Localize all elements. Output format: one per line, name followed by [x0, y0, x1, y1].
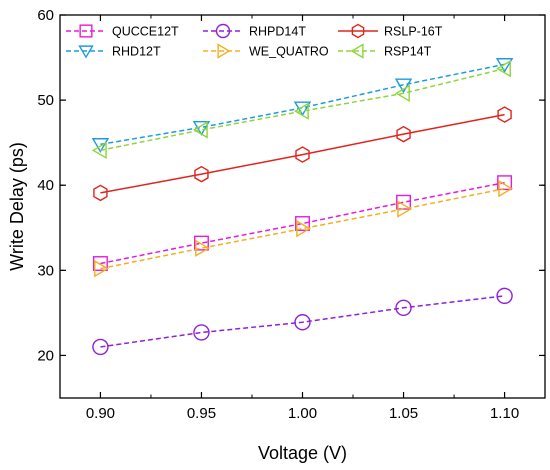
data-point-we-quatro	[195, 239, 210, 257]
x-tick-label: 0.95	[187, 405, 216, 422]
series-rsp14t	[91, 59, 511, 160]
data-point-qucce12t	[194, 235, 209, 251]
data-point-rslp-16t	[93, 184, 108, 202]
legend-marker-rhpd14t	[215, 23, 231, 39]
data-point-rsp14t	[192, 121, 208, 139]
y-tick-label: 60	[37, 7, 54, 24]
legend-label-rhd12t: RHD12T	[112, 45, 161, 59]
data-point-we-quatro	[498, 179, 514, 198]
series-we-quatro	[94, 179, 514, 278]
y-tick-label: 30	[37, 262, 54, 279]
data-point-rslp-16t	[497, 106, 512, 123]
series-line-rhpd14t	[100, 295, 505, 348]
series-qucce12t	[92, 175, 513, 271]
axis-ticks: 0.90 0.95 1.00 1.05 1.10 20 30 40 50 60	[37, 7, 545, 422]
legend-item-qucce12t: QUCCE12T	[66, 24, 179, 39]
data-point-rslp-16t	[295, 146, 310, 163]
data-point-rhd12t	[91, 138, 110, 153]
x-tick-label: 0.90	[86, 405, 115, 422]
y-tick-label: 20	[37, 347, 54, 364]
data-point-rhd12t	[394, 78, 413, 94]
series-rhd12t	[91, 58, 514, 153]
legend-marker-we-quatro	[217, 43, 231, 59]
data-point-we-quatro	[296, 219, 312, 238]
x-tick-label: 1.00	[288, 405, 317, 422]
data-point-qucce12t	[295, 216, 310, 231]
x-tick-label: 1.10	[490, 405, 519, 422]
legend-item-rhpd14t: RHPD14T	[203, 23, 306, 39]
legend-label-rhpd14t: RHPD14T	[249, 25, 306, 39]
x-axis-title: Voltage (V)	[258, 443, 347, 463]
legend-marker-rslp-16t	[351, 23, 365, 39]
data-point-rslp-16t	[396, 125, 411, 143]
series-line-rslp-16t	[100, 113, 505, 194]
legend-label-rsp14t: RSP14T	[384, 45, 432, 59]
series-layer	[91, 58, 514, 356]
legend-item-we-quatro: WE_QUATRO	[203, 43, 329, 59]
data-point-rsp14t	[395, 84, 410, 103]
legend-marker-rhd12t	[78, 45, 94, 59]
legend-label-qucce12t: QUCCE12T	[112, 25, 179, 39]
legend: QUCCE12T RHPD14T RSLP-16T RHD12T WE_QUATRO RS…	[66, 23, 443, 59]
data-point-rhpd14t	[193, 324, 210, 341]
legend-item-rsp14t: RSP14T	[338, 43, 432, 59]
series-line-rsp14t	[100, 67, 505, 152]
data-point-qucce12t	[92, 256, 108, 271]
series-line-qucce12t	[100, 181, 505, 265]
data-point-rhd12t	[495, 58, 514, 73]
legend-label-we-quatro: WE_QUATRO	[249, 45, 329, 59]
data-point-we-quatro	[397, 200, 413, 218]
data-point-qucce12t	[497, 175, 513, 191]
legend-marker-rsp14t	[350, 43, 364, 59]
y-tick-label: 50	[37, 92, 54, 109]
y-axis-title: Write Delay (ps)	[7, 142, 27, 271]
data-point-rhpd14t	[92, 338, 109, 356]
data-point-we-quatro	[94, 259, 109, 278]
plot-frame	[59, 14, 546, 399]
series-rslp-16t	[93, 106, 512, 202]
data-point-rhpd14t	[294, 314, 311, 331]
series-line-rhd12t	[100, 63, 505, 146]
data-point-rsp14t	[91, 141, 107, 160]
data-point-rsp14t	[293, 102, 309, 120]
legend-marker-qucce12t	[79, 24, 93, 38]
legend-item-rhd12t: RHD12T	[66, 45, 161, 59]
series-line-we-quatro	[100, 187, 505, 270]
data-point-rslp-16t	[194, 165, 209, 183]
legend-label-rslp-16t: RSLP-16T	[384, 25, 443, 39]
data-point-rsp14t	[496, 59, 511, 78]
data-point-rhpd14t	[496, 287, 513, 305]
series-rhpd14t	[92, 287, 513, 356]
x-tick-label: 1.05	[389, 405, 418, 422]
legend-item-rslp-16t: RSLP-16T	[338, 23, 443, 39]
y-tick-label: 40	[37, 177, 54, 194]
data-point-rhpd14t	[395, 299, 412, 316]
